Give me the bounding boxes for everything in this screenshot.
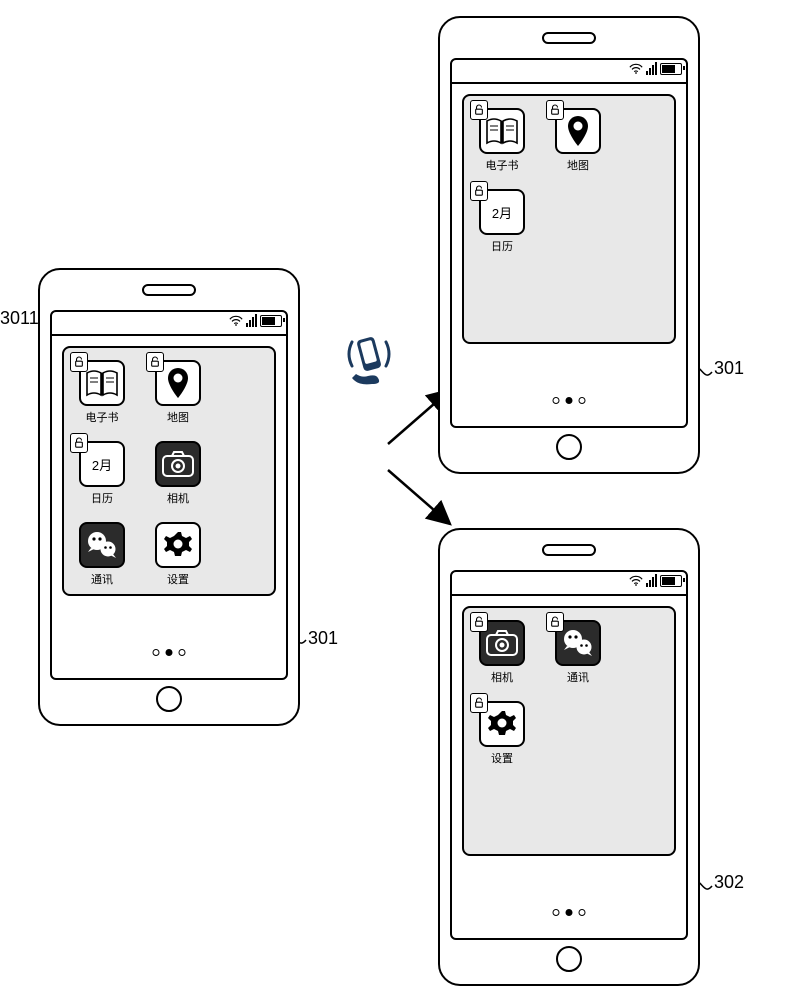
- calendar-month-text: 2月: [92, 455, 112, 474]
- app-folder[interactable]: 电子书 地图 2月日历: [462, 94, 676, 344]
- unlock-badge-icon: [470, 100, 488, 120]
- app-settings[interactable]: 设置: [150, 522, 206, 587]
- app-tile: [155, 522, 201, 568]
- phone-earpiece: [542, 544, 596, 556]
- app-label: 设置: [167, 571, 189, 587]
- phone-left: 电子书 地图 2月日历相机通讯设置: [38, 268, 300, 726]
- app-folder[interactable]: 相机 通讯 设置: [462, 606, 676, 856]
- app-grid: 相机 通讯 设置: [474, 620, 664, 766]
- app-map[interactable]: 地图: [150, 360, 206, 425]
- status-bar: [452, 572, 686, 596]
- page-indicator: [553, 909, 586, 916]
- unlock-badge-icon: [70, 352, 88, 372]
- unlock-badge-icon: [470, 181, 488, 201]
- app-label: 通讯: [567, 669, 589, 685]
- ebook-icon: [85, 369, 119, 397]
- app-calendar[interactable]: 2月日历: [74, 441, 130, 506]
- app-label: 相机: [491, 669, 513, 685]
- app-label: 电子书: [86, 409, 119, 425]
- app-chat[interactable]: 通讯: [74, 522, 130, 587]
- app-camera[interactable]: 相机: [474, 620, 530, 685]
- settings-icon: [486, 708, 518, 740]
- shake-phone-icon: [338, 326, 398, 386]
- unlock-badge-icon: [146, 352, 164, 372]
- app-label: 通讯: [91, 571, 113, 587]
- ref-label-301-left: 301: [308, 628, 338, 649]
- app-tile: [79, 522, 125, 568]
- app-grid: 电子书 地图 2月日历相机通讯设置: [74, 360, 264, 587]
- app-label: 设置: [491, 750, 513, 766]
- phone-screen: 相机 通讯 设置: [450, 570, 688, 940]
- page-dot: [566, 909, 573, 916]
- wifi-icon: [629, 575, 643, 587]
- page-dot: [579, 909, 586, 916]
- signal-icon: [246, 314, 257, 327]
- page-dot: [579, 397, 586, 404]
- chat-icon: [85, 530, 119, 560]
- calendar-month-text: 2月: [492, 203, 512, 222]
- status-bar: [52, 312, 286, 336]
- app-grid: 电子书 地图 2月日历: [474, 108, 664, 254]
- app-ebook[interactable]: 电子书: [74, 360, 130, 425]
- app-tile: [155, 441, 201, 487]
- unlock-badge-icon: [470, 612, 488, 632]
- page-dot: [179, 649, 186, 656]
- app-label: 相机: [167, 490, 189, 506]
- unlock-badge-icon: [470, 693, 488, 713]
- wifi-icon: [229, 315, 243, 327]
- app-calendar[interactable]: 2月日历: [474, 189, 530, 254]
- home-button[interactable]: [156, 686, 182, 712]
- battery-icon: [660, 63, 682, 75]
- phone-screen: 电子书 地图 2月日历: [450, 58, 688, 428]
- page-indicator: [553, 397, 586, 404]
- battery-icon: [260, 315, 282, 327]
- map-icon: [164, 366, 192, 400]
- camera-icon: [485, 629, 519, 657]
- app-label: 地图: [167, 409, 189, 425]
- diagram-canvas: 3011 301 301 302 电子书 地图 2月日历相机通讯设置 电子书 地…: [0, 0, 808, 1000]
- ebook-icon: [485, 117, 519, 145]
- page-dot: [553, 397, 560, 404]
- app-label: 地图: [567, 157, 589, 173]
- unlock-badge-icon: [546, 612, 564, 632]
- app-camera[interactable]: 相机: [150, 441, 206, 506]
- map-icon: [564, 114, 592, 148]
- status-bar: [452, 60, 686, 84]
- app-map[interactable]: 地图: [550, 108, 606, 173]
- settings-icon: [162, 529, 194, 561]
- home-button[interactable]: [556, 946, 582, 972]
- battery-icon: [660, 575, 682, 587]
- signal-icon: [646, 574, 657, 587]
- home-button[interactable]: [556, 434, 582, 460]
- app-label: 日历: [91, 490, 113, 506]
- page-dot: [166, 649, 173, 656]
- unlock-badge-icon: [546, 100, 564, 120]
- phone-earpiece: [542, 32, 596, 44]
- app-folder[interactable]: 电子书 地图 2月日历相机通讯设置: [62, 346, 276, 596]
- unlock-badge-icon: [70, 433, 88, 453]
- phone-earpiece: [142, 284, 196, 296]
- ref-label-301-tr: 301: [714, 358, 744, 379]
- page-dot: [566, 397, 573, 404]
- page-indicator: [153, 649, 186, 656]
- app-label: 日历: [491, 238, 513, 254]
- wifi-icon: [629, 63, 643, 75]
- app-settings[interactable]: 设置: [474, 701, 530, 766]
- page-dot: [553, 909, 560, 916]
- signal-icon: [646, 62, 657, 75]
- app-label: 电子书: [486, 157, 519, 173]
- chat-icon: [561, 628, 595, 658]
- camera-icon: [161, 450, 195, 478]
- app-ebook[interactable]: 电子书: [474, 108, 530, 173]
- page-dot: [153, 649, 160, 656]
- phone-top_right: 电子书 地图 2月日历: [438, 16, 700, 474]
- ref-label-302: 302: [714, 872, 744, 893]
- phone-screen: 电子书 地图 2月日历相机通讯设置: [50, 310, 288, 680]
- phone-bottom_right: 相机 通讯 设置: [438, 528, 700, 986]
- app-chat[interactable]: 通讯: [550, 620, 606, 685]
- ref-label-3011: 3011: [0, 308, 39, 329]
